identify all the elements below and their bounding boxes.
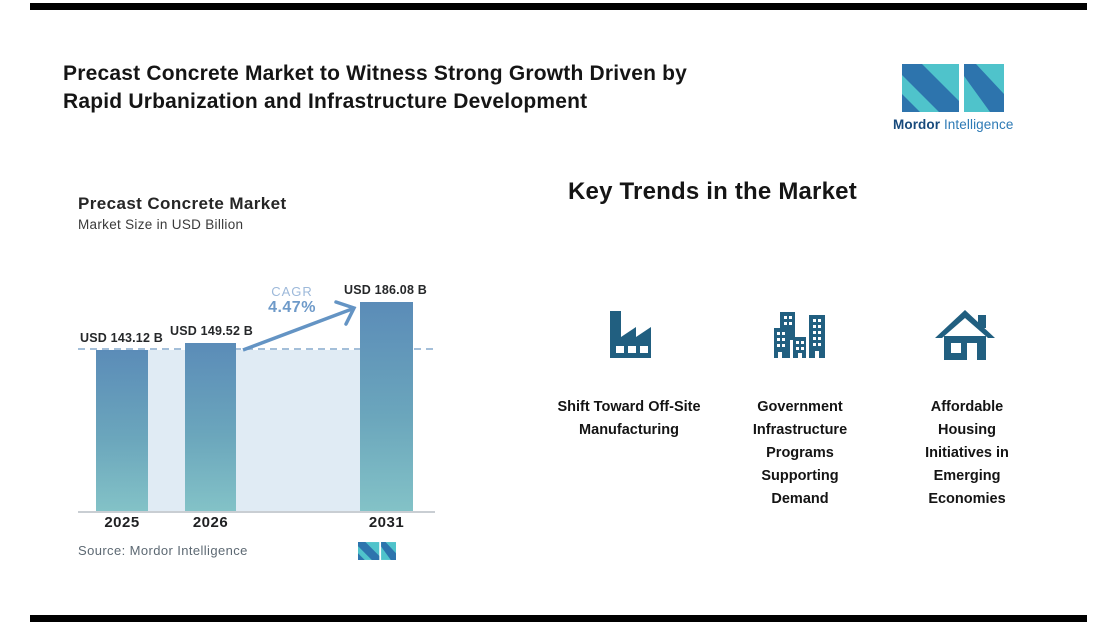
trend-label-government-infrastructure: Government Infrastructure Programs Suppo…: [752, 399, 848, 507]
bar-value-label: USD 149.52 B: [170, 324, 253, 338]
top-border-rule: [30, 3, 1087, 10]
bar-2025: [96, 350, 148, 511]
bar-value-label: USD 143.12 B: [80, 331, 163, 345]
bar-2031: [360, 302, 413, 511]
bar-2026: [185, 343, 236, 511]
bar-value-label: USD 186.08 B: [344, 283, 427, 297]
chart-title: Precast Concrete Market: [78, 194, 287, 213]
mini-logo-icon: [358, 542, 396, 560]
x-axis-tick-label: 2031: [368, 514, 405, 531]
dashed-reference-line: [78, 348, 434, 350]
cagr-annotation: CAGR 4.47%: [252, 284, 332, 317]
brand-logo-text: Mordor Intelligence: [893, 117, 1013, 132]
cagr-label: CAGR: [271, 284, 313, 299]
cagr-value: 4.47%: [268, 299, 316, 316]
factory-icon: [610, 311, 651, 358]
trend-label-affordable-housing: Affordable Housing Initiatives in Emergi…: [925, 399, 1009, 507]
chart-source: Source: Mordor Intelligence: [78, 543, 248, 558]
x-axis-line: [78, 511, 435, 513]
trends-heading: Key Trends in the Market: [568, 178, 857, 205]
x-axis-tick-label: 2025: [104, 514, 140, 531]
brand-name-bold: Mordor: [893, 117, 941, 132]
headline-line-2: Rapid Urbanization and Infrastructure De…: [63, 90, 588, 113]
brand-logo: Mordor Intelligence: [893, 64, 1013, 132]
x-axis-tick-label: 2026: [192, 514, 229, 531]
growth-arrow-icon: [242, 300, 357, 352]
buildings-icon: [774, 312, 825, 358]
bottom-border-rule: [30, 615, 1087, 622]
headline-line-1: Precast Concrete Market to Witness Stron…: [63, 62, 688, 85]
brand-name-light: Intelligence: [943, 117, 1014, 132]
chart-subtitle: Market Size in USD Billion: [78, 217, 244, 232]
main-headline: Precast Concrete Market to Witness Stron…: [63, 60, 843, 116]
house-icon: [935, 310, 995, 360]
mordor-intelligence-logo-icon: [902, 64, 1004, 112]
trend-label-offsite-manufacturing: Shift Toward Off-Site Manufacturing: [557, 399, 701, 438]
